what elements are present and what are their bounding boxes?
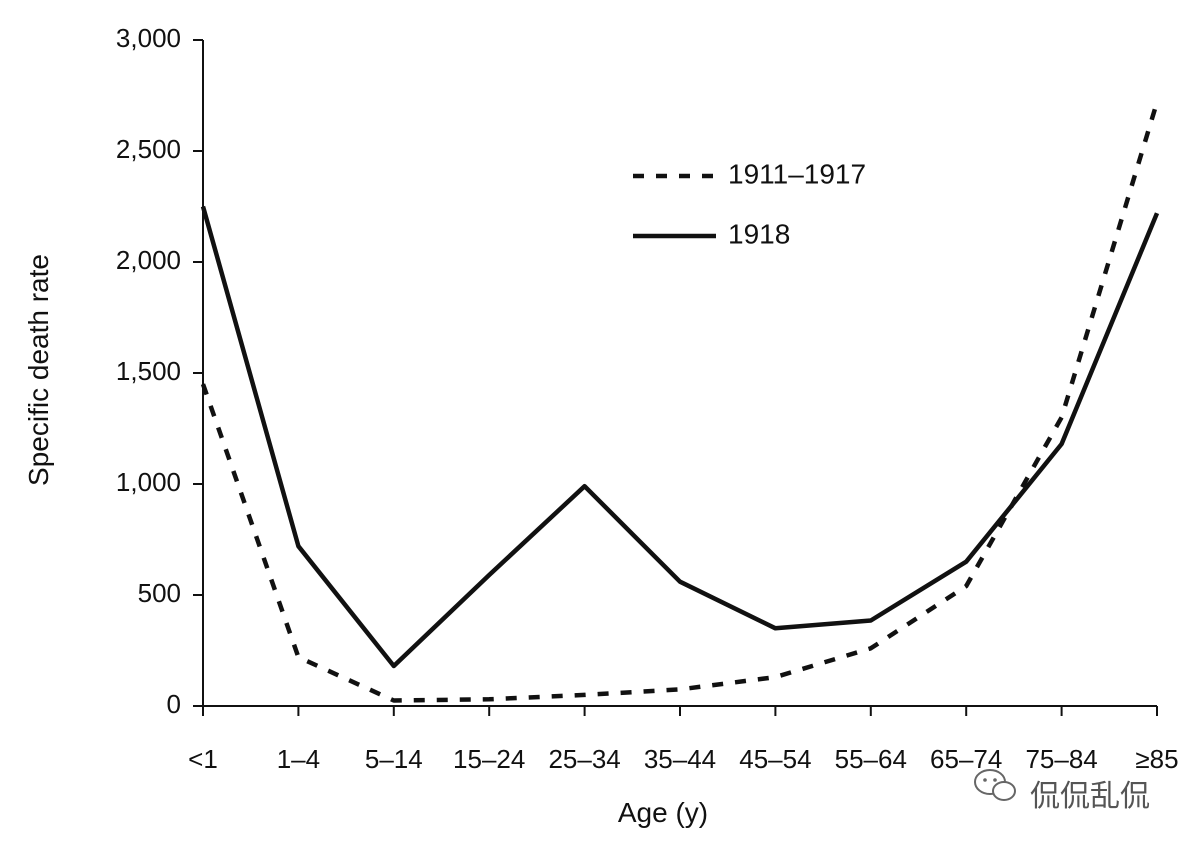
- x-tick-label: 55–64: [835, 744, 907, 774]
- y-tick-label: 0: [167, 689, 181, 719]
- y-tick-label: 3,000: [116, 23, 181, 53]
- y-tick-label: 500: [138, 578, 181, 608]
- x-tick-label: 65–74: [930, 744, 1002, 774]
- legend-label: 1918: [728, 218, 790, 249]
- y-tick-label: 1,500: [116, 356, 181, 386]
- x-tick-label: 75–84: [1025, 744, 1097, 774]
- watermark: 侃侃乱侃: [974, 769, 1150, 814]
- series-line-solid: [200, 205, 1160, 669]
- legend-label: 1911–1917: [728, 158, 866, 189]
- y-axis-title: Specific death rate: [23, 254, 54, 486]
- x-tick-label: 25–34: [548, 744, 620, 774]
- y-tick-label: 2,000: [116, 245, 181, 275]
- x-tick-label: 15–24: [453, 744, 525, 774]
- legend: 1911–1917 1918: [633, 158, 866, 249]
- x-tick-label: ≥85: [1135, 744, 1178, 774]
- y-tick-label: 1,000: [116, 467, 181, 497]
- wechat-icon: [974, 769, 1016, 801]
- series-layer: [200, 101, 1160, 703]
- y-axis-ticks: 0 500 1,000 1,500 2,000 2,500 3,000: [116, 23, 203, 719]
- x-tick-label: 5–14: [365, 744, 423, 774]
- series-line-dashed: [200, 101, 1160, 703]
- x-tick-label: 1–4: [277, 744, 320, 774]
- x-axis-ticks: <1 1–4 5–14 15–24 25–34 35–44 45–54 55–64 65–74 7…: [188, 706, 1179, 774]
- x-tick-label: 35–44: [644, 744, 716, 774]
- x-tick-label: 45–54: [739, 744, 811, 774]
- x-axis-title: Age (y): [618, 797, 708, 828]
- y-tick-label: 2,500: [116, 134, 181, 164]
- watermark-text: 侃侃乱侃: [1030, 779, 1150, 814]
- x-tick-label: <1: [188, 744, 218, 774]
